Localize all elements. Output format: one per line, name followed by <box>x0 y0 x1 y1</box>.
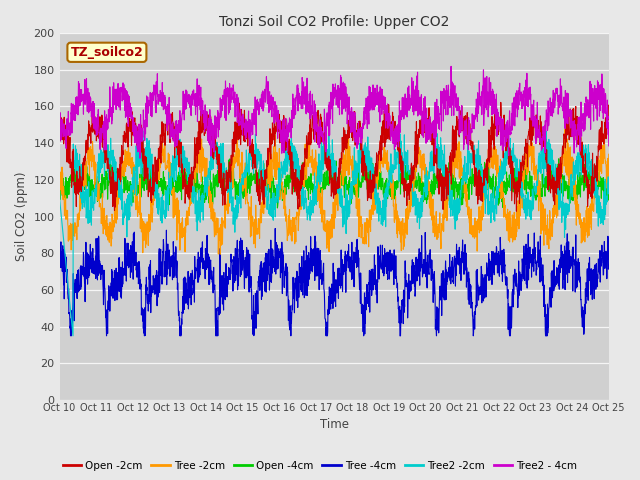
X-axis label: Time: Time <box>319 419 349 432</box>
Y-axis label: Soil CO2 (ppm): Soil CO2 (ppm) <box>15 172 28 261</box>
Legend: Open -2cm, Tree -2cm, Open -4cm, Tree -4cm, Tree2 -2cm, Tree2 - 4cm: Open -2cm, Tree -2cm, Open -4cm, Tree -4… <box>58 456 582 475</box>
Title: Tonzi Soil CO2 Profile: Upper CO2: Tonzi Soil CO2 Profile: Upper CO2 <box>219 15 449 29</box>
Text: TZ_soilco2: TZ_soilco2 <box>70 46 143 59</box>
